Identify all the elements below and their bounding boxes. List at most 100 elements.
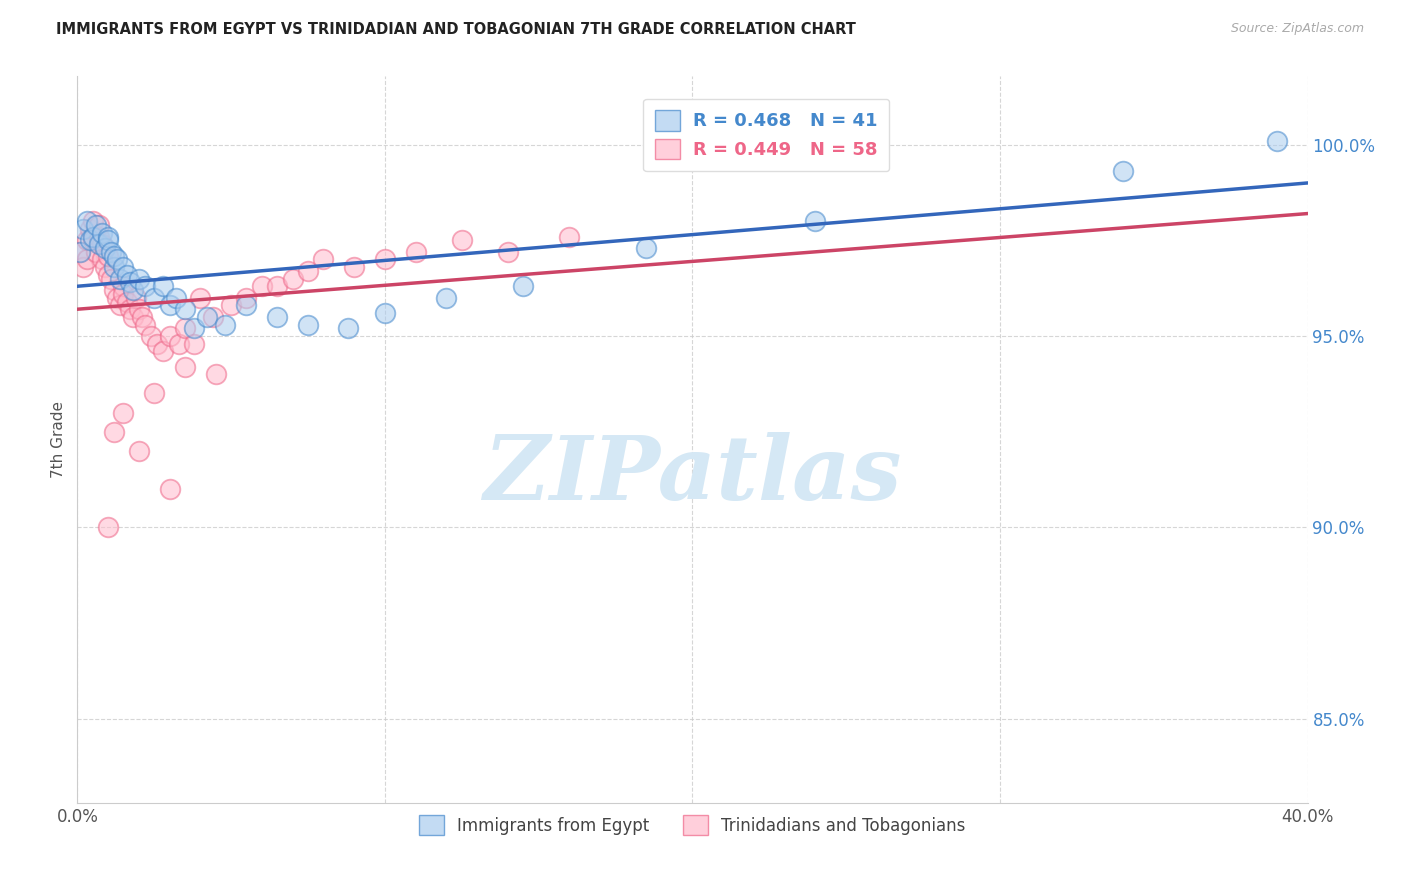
Point [121, 283, 143, 297]
Point [374, 306, 396, 320]
Point [112, 279, 135, 293]
Point [110, 298, 132, 312]
Point [105, 252, 128, 267]
Point [235, 291, 257, 305]
Point [118, 302, 141, 317]
Point [146, 336, 169, 351]
Point [105, 291, 128, 305]
Point [374, 252, 396, 267]
Point [79, 222, 101, 236]
Point [143, 291, 166, 305]
Point [112, 260, 135, 274]
Point [131, 310, 153, 324]
Point [195, 310, 218, 324]
Point [636, 241, 658, 255]
Point [103, 249, 125, 263]
Point [201, 310, 224, 324]
Point [134, 279, 156, 293]
Point [100, 271, 122, 285]
Point [405, 244, 427, 259]
Point [90, 226, 114, 240]
Point [87, 229, 110, 244]
Point [281, 271, 304, 285]
Point [97, 268, 120, 282]
Point [128, 271, 150, 285]
Point [159, 298, 181, 312]
Point [152, 279, 174, 293]
Point [159, 482, 181, 496]
Point [82, 229, 104, 244]
Point [103, 260, 125, 274]
Point [112, 405, 135, 419]
Text: IMMIGRANTS FROM EGYPT VS TRINIDADIAN AND TOBAGONIAN 7TH GRADE CORRELATION CHART: IMMIGRANTS FROM EGYPT VS TRINIDADIAN AND… [56, 22, 856, 37]
Point [69, 244, 91, 259]
Text: ZIPatlas: ZIPatlas [484, 433, 901, 519]
Point [103, 283, 125, 297]
Point [250, 279, 273, 293]
Point [183, 321, 205, 335]
Point [1112, 164, 1135, 178]
Point [343, 260, 366, 274]
Point [118, 276, 141, 290]
Point [76, 233, 98, 247]
Point [496, 244, 519, 259]
Point [219, 298, 242, 312]
Legend: Immigrants from Egypt, Trinidadians and Tobagonians: Immigrants from Egypt, Trinidadians and … [409, 805, 976, 846]
Point [266, 279, 288, 293]
Point [97, 229, 120, 244]
Point [436, 291, 458, 305]
Point [214, 318, 236, 332]
Point [128, 302, 150, 317]
Point [90, 252, 114, 267]
Point [84, 244, 107, 259]
Point [87, 218, 110, 232]
Point [312, 252, 335, 267]
Point [115, 294, 138, 309]
Point [165, 291, 187, 305]
Point [72, 222, 94, 236]
Point [110, 271, 132, 285]
Point [103, 425, 125, 439]
Point [112, 287, 135, 301]
Point [804, 214, 827, 228]
Point [297, 318, 319, 332]
Point [141, 329, 163, 343]
Point [174, 302, 197, 317]
Point [125, 291, 148, 305]
Text: Source: ZipAtlas.com: Source: ZipAtlas.com [1230, 22, 1364, 36]
Point [558, 229, 581, 244]
Point [143, 386, 166, 401]
Point [97, 520, 120, 534]
Point [174, 359, 197, 374]
Point [128, 443, 150, 458]
Point [82, 233, 104, 247]
Point [450, 233, 472, 247]
Point [87, 237, 110, 252]
Point [167, 336, 190, 351]
Point [82, 214, 104, 228]
Point [1265, 134, 1288, 148]
Point [100, 244, 122, 259]
Point [76, 214, 98, 228]
Point [204, 368, 226, 382]
Point [79, 233, 101, 247]
Point [266, 310, 288, 324]
Point [97, 233, 120, 247]
Point [121, 310, 143, 324]
Point [97, 249, 120, 263]
Point [337, 321, 360, 335]
Point [152, 344, 174, 359]
Point [94, 260, 117, 274]
Point [297, 264, 319, 278]
Point [159, 329, 181, 343]
Point [512, 279, 534, 293]
Point [183, 336, 205, 351]
Point [188, 291, 212, 305]
Point [174, 321, 197, 335]
Point [84, 218, 107, 232]
Point [69, 244, 91, 259]
Point [76, 252, 98, 267]
Point [115, 268, 138, 282]
Point [235, 298, 257, 312]
Point [94, 241, 117, 255]
